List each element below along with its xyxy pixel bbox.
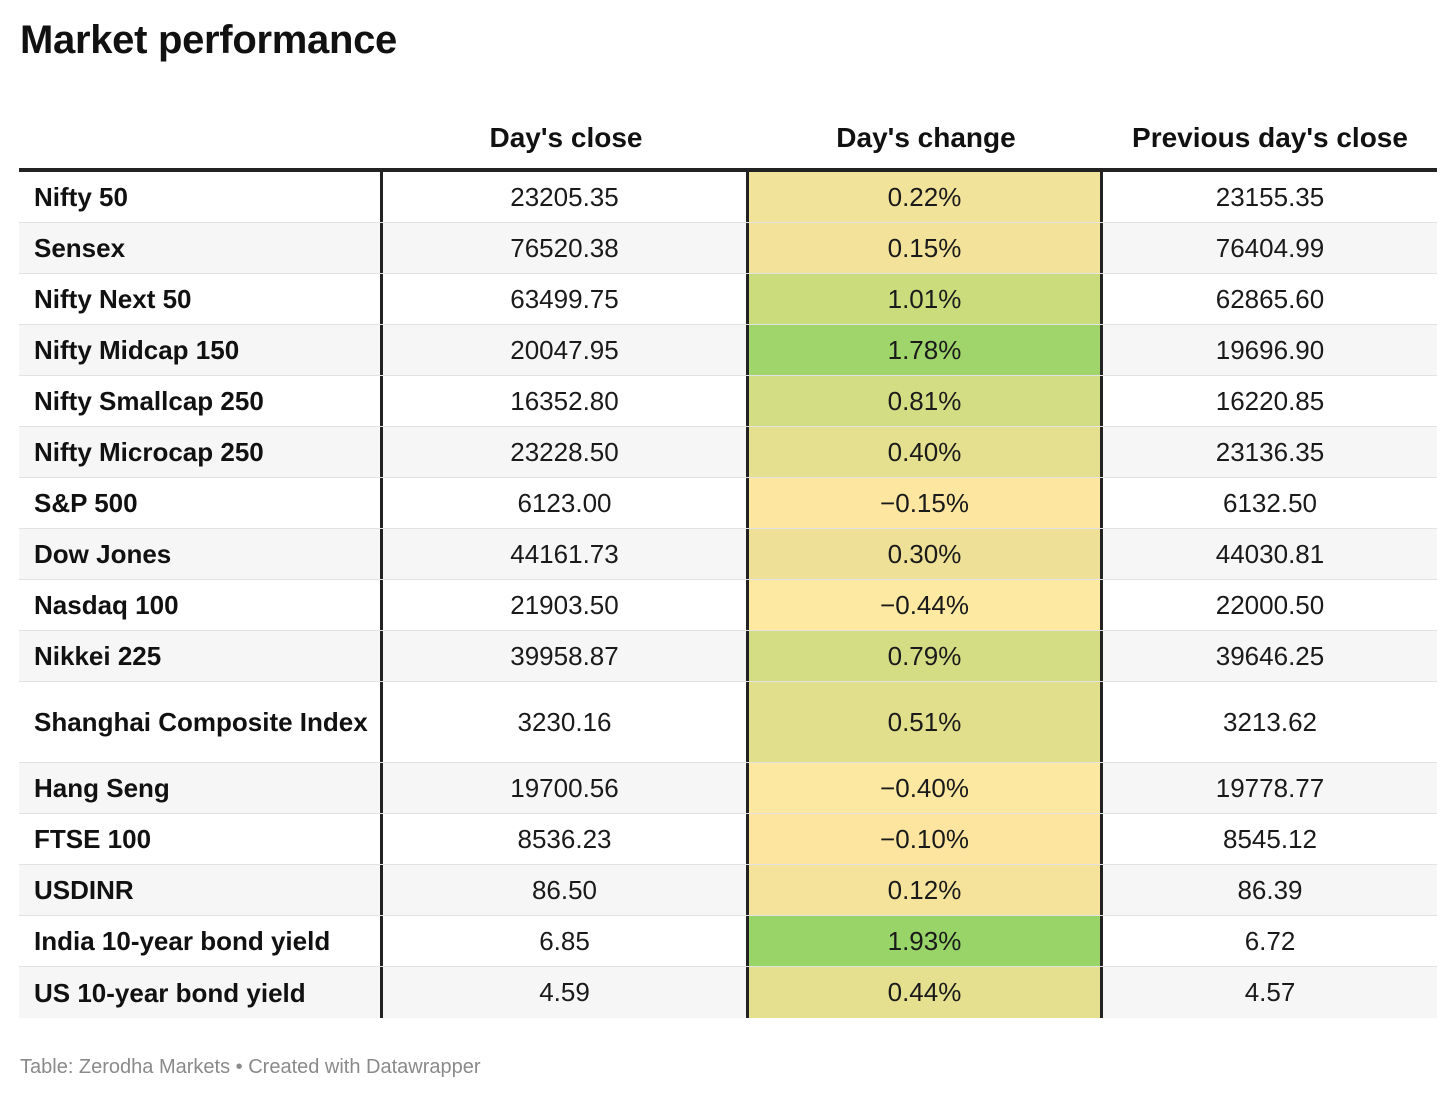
row-name: Nifty 50 bbox=[19, 172, 383, 222]
row-name: Nifty Smallcap 250 bbox=[19, 376, 383, 426]
row-days-change: 1.01% bbox=[749, 274, 1103, 324]
row-days-change: 1.93% bbox=[749, 916, 1103, 966]
table-row: Nifty Midcap 150 20047.95 1.78% 19696.90 bbox=[19, 325, 1437, 376]
source-footer: Table: Zerodha Markets • Created with Da… bbox=[20, 1056, 481, 1078]
row-days-close: 23228.50 bbox=[383, 427, 749, 477]
row-days-change: −0.10% bbox=[749, 814, 1103, 864]
row-name: Dow Jones bbox=[19, 529, 383, 579]
row-previous-close: 86.39 bbox=[1237, 874, 1303, 905]
row-previous-close: 22000.50 bbox=[1215, 589, 1325, 620]
row-days-close: 3230.16 bbox=[383, 682, 749, 762]
row-days-change: 0.12% bbox=[749, 865, 1103, 915]
row-name: S&P 500 bbox=[19, 478, 383, 528]
row-name: FTSE 100 bbox=[19, 814, 383, 864]
page-title: Market performance bbox=[20, 18, 397, 62]
table-row: Nifty 50 23205.35 0.22% 23155.35 bbox=[19, 172, 1437, 223]
table-row: Hang Seng 19700.56 −0.40% 19778.77 bbox=[19, 763, 1437, 814]
row-previous-close: 4.57 bbox=[1244, 977, 1296, 1007]
header-days-change: Day's change bbox=[836, 122, 1016, 153]
row-name: Hang Seng bbox=[19, 763, 383, 813]
row-name: Nifty Microcap 250 bbox=[19, 427, 383, 477]
row-previous-close: 16220.85 bbox=[1215, 385, 1325, 416]
row-days-change: 0.44% bbox=[749, 967, 1103, 1018]
table-row: S&P 500 6123.00 −0.15% 6132.50 bbox=[19, 478, 1437, 529]
row-days-change: 0.79% bbox=[749, 631, 1103, 681]
row-previous-close: 39646.25 bbox=[1215, 640, 1325, 671]
table-row: US 10-year bond yield 4.59 0.44% 4.57 bbox=[19, 967, 1437, 1018]
table-body: Nifty 50 23205.35 0.22% 23155.35 Sensex 76520… bbox=[19, 172, 1437, 1018]
table-row: Sensex 76520.38 0.15% 76404.99 bbox=[19, 223, 1437, 274]
row-name: Nifty Midcap 150 bbox=[19, 325, 383, 375]
table-row: Nasdaq 100 21903.50 −0.44% 22000.50 bbox=[19, 580, 1437, 631]
row-name: Sensex bbox=[19, 223, 383, 273]
row-days-close: 20047.95 bbox=[383, 325, 749, 375]
table-header: Day's close Day's change Previous day's … bbox=[19, 108, 1437, 172]
row-previous-close: 8545.12 bbox=[1223, 823, 1317, 854]
row-days-change: 0.51% bbox=[749, 682, 1103, 762]
row-days-close: 76520.38 bbox=[383, 223, 749, 273]
row-previous-close: 19778.77 bbox=[1215, 772, 1325, 803]
table-row: FTSE 100 8536.23 −0.10% 8545.12 bbox=[19, 814, 1437, 865]
row-days-close: 16352.80 bbox=[383, 376, 749, 426]
row-name: Nasdaq 100 bbox=[19, 580, 383, 630]
row-name: Nikkei 225 bbox=[19, 631, 383, 681]
row-days-change: −0.44% bbox=[749, 580, 1103, 630]
row-previous-close: 3213.62 bbox=[1223, 706, 1317, 737]
table-row: Nikkei 225 39958.87 0.79% 39646.25 bbox=[19, 631, 1437, 682]
row-name: Shanghai Composite Index bbox=[19, 682, 383, 762]
row-days-close: 6.85 bbox=[383, 916, 749, 966]
row-days-close: 8536.23 bbox=[383, 814, 749, 864]
row-previous-close: 23155.35 bbox=[1215, 181, 1325, 212]
market-table: Day's close Day's change Previous day's … bbox=[19, 108, 1437, 1018]
row-days-change: 0.15% bbox=[749, 223, 1103, 273]
row-days-close: 19700.56 bbox=[383, 763, 749, 813]
row-name: Nifty Next 50 bbox=[19, 274, 383, 324]
table-row: Nifty Microcap 250 23228.50 0.40% 23136.35 bbox=[19, 427, 1437, 478]
row-days-close: 6123.00 bbox=[383, 478, 749, 528]
row-days-change: 1.78% bbox=[749, 325, 1103, 375]
table-row: India 10-year bond yield 6.85 1.93% 6.72 bbox=[19, 916, 1437, 967]
row-days-close: 44161.73 bbox=[383, 529, 749, 579]
row-previous-close: 23136.35 bbox=[1215, 436, 1325, 467]
header-previous-close: Previous day's close bbox=[1132, 122, 1408, 153]
row-days-close: 63499.75 bbox=[383, 274, 749, 324]
row-name: USDINR bbox=[19, 865, 383, 915]
table-row: USDINR 86.50 0.12% 86.39 bbox=[19, 865, 1437, 916]
row-days-change: 0.40% bbox=[749, 427, 1103, 477]
table-row: Nifty Smallcap 250 16352.80 0.81% 16220.85 bbox=[19, 376, 1437, 427]
row-previous-close: 6132.50 bbox=[1223, 487, 1317, 518]
row-days-close: 21903.50 bbox=[383, 580, 749, 630]
row-days-close: 39958.87 bbox=[383, 631, 749, 681]
row-name: India 10-year bond yield bbox=[19, 916, 383, 966]
table-row: Shanghai Composite Index 3230.16 0.51% 3213… bbox=[19, 682, 1437, 763]
row-days-close: 86.50 bbox=[383, 865, 749, 915]
row-days-change: 0.81% bbox=[749, 376, 1103, 426]
row-days-close: 4.59 bbox=[383, 967, 749, 1018]
row-days-change: 0.22% bbox=[749, 172, 1103, 222]
row-previous-close: 19696.90 bbox=[1215, 334, 1325, 365]
row-days-change: −0.15% bbox=[749, 478, 1103, 528]
row-previous-close: 6.72 bbox=[1244, 925, 1296, 956]
row-days-close: 23205.35 bbox=[383, 172, 749, 222]
row-previous-close: 44030.81 bbox=[1215, 538, 1325, 569]
row-days-change: −0.40% bbox=[749, 763, 1103, 813]
row-name: US 10-year bond yield bbox=[19, 967, 383, 1018]
table-row: Dow Jones 44161.73 0.30% 44030.81 bbox=[19, 529, 1437, 580]
row-previous-close: 62865.60 bbox=[1215, 283, 1325, 314]
row-days-change: 0.30% bbox=[749, 529, 1103, 579]
row-previous-close: 76404.99 bbox=[1215, 232, 1325, 263]
header-days-close: Day's close bbox=[489, 122, 643, 153]
table-row: Nifty Next 50 63499.75 1.01% 62865.60 bbox=[19, 274, 1437, 325]
